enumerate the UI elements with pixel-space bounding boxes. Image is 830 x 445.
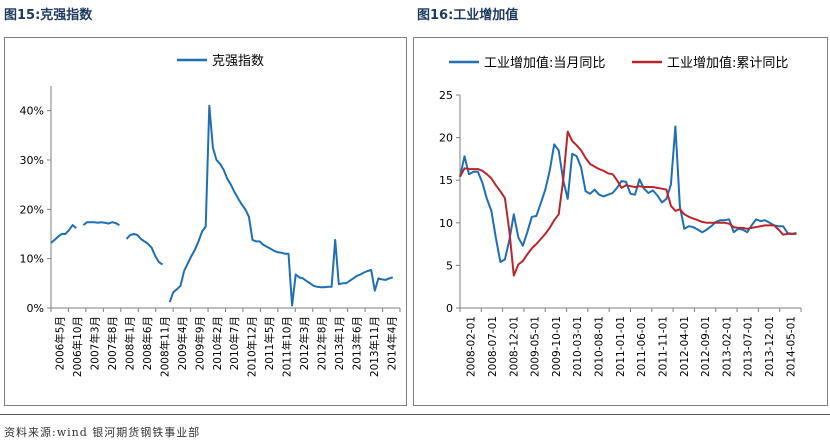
y-tick-label: 10 bbox=[439, 217, 453, 230]
x-tick-label: 2008年6月 bbox=[141, 316, 154, 370]
y-tick-label: 20 bbox=[439, 132, 453, 145]
x-tick-label: 2012年3月 bbox=[298, 316, 311, 370]
x-tick-label: 2014年4月 bbox=[385, 316, 398, 370]
x-tick-label: 2013-07-01 bbox=[743, 316, 755, 377]
keqiang-index-chart: 0% 10% 20% 30% 40% 2006年5月 2006年10月 2007年3月 2007… bbox=[20, 54, 401, 377]
x-tick-label: 2008-07-01 bbox=[487, 316, 499, 377]
y-tick-label: 0 bbox=[446, 302, 453, 315]
y-tick-label: 15 bbox=[439, 174, 453, 187]
x-tick-label: 2011-11-01 bbox=[657, 316, 669, 377]
x-tick-label: 2013年1月 bbox=[333, 316, 346, 370]
x-tick-label: 2010-08-01 bbox=[594, 316, 606, 377]
x-tick-label: 2012年8月 bbox=[315, 316, 328, 370]
y-tick-label: 0% bbox=[27, 302, 44, 315]
y-tick-label: 5 bbox=[446, 259, 453, 272]
x-tick-label: 2013-12-01 bbox=[764, 316, 776, 377]
x-tick-label: 2010年2月 bbox=[211, 316, 224, 370]
series-line-2-2 bbox=[459, 130, 797, 277]
figure-15-title: 图15:克强指数 bbox=[4, 8, 93, 23]
x-tick-label: 2011年10月 bbox=[281, 316, 294, 377]
footer-divider bbox=[0, 414, 830, 415]
plot-area: 0% 10% 20% 30% 40% 2006年5月 2006年10月 2007年3月 2007… bbox=[20, 54, 401, 377]
x-tick-label: 2010年7月 bbox=[228, 316, 241, 370]
x-tick-label: 2012-04-01 bbox=[679, 316, 691, 377]
x-tick-label: 2011-06-01 bbox=[636, 316, 648, 377]
x-tick-label: 2012-09-01 bbox=[700, 316, 712, 377]
figure-16-title: 图16:工业增加值 bbox=[417, 8, 519, 23]
series-line-2-1 bbox=[459, 125, 797, 263]
series-line-1-1 bbox=[82, 221, 120, 226]
plot-area: 0 5 10 15 20 25 2008-02-01 2008-07-01 2008-12-01… bbox=[439, 55, 802, 377]
x-tick-label: 2013年11月 bbox=[368, 316, 381, 377]
series-line-1-1 bbox=[168, 104, 394, 307]
x-tick-label: 2011-01-01 bbox=[615, 316, 627, 377]
x-tick-label: 2008年11月 bbox=[158, 316, 171, 377]
x-tick-label: 2008年1月 bbox=[124, 316, 137, 370]
keqiang-index-chart-panel: 0% 10% 20% 30% 40% 2006年5月 2006年10月 2007年3月 2007… bbox=[4, 37, 407, 406]
industrial-value-added-chart-panel: 0 5 10 15 20 25 2008-02-01 2008-07-01 2008-12-01… bbox=[413, 37, 828, 406]
x-tick-label: 2007年3月 bbox=[89, 316, 102, 370]
industrial-value-added-chart: 0 5 10 15 20 25 2008-02-01 2008-07-01 2008-12-01… bbox=[439, 55, 802, 377]
y-tick-label: 30% bbox=[20, 154, 44, 167]
x-tick-label: 2013-02-01 bbox=[721, 316, 733, 377]
x-tick-label: 2007年8月 bbox=[106, 316, 119, 370]
series-line-1-1 bbox=[125, 233, 164, 266]
legend-label: 工业增加值:当月同比 bbox=[484, 55, 605, 71]
x-tick-label: 2009-10-01 bbox=[551, 316, 563, 377]
x-tick-label: 2008-02-01 bbox=[466, 316, 478, 377]
x-tick-label: 2014-05-01 bbox=[785, 316, 797, 377]
x-tick-label: 2013年6月 bbox=[350, 316, 363, 370]
x-tick-label: 2008-12-01 bbox=[508, 316, 520, 377]
x-tick-label: 2009年9月 bbox=[193, 316, 206, 370]
x-tick-label: 2011年5月 bbox=[263, 316, 276, 370]
y-tick-label: 40% bbox=[20, 105, 44, 118]
y-tick-label: 25 bbox=[439, 89, 453, 102]
y-tick-label: 20% bbox=[20, 203, 44, 216]
x-tick-label: 2006年5月 bbox=[54, 316, 67, 370]
x-tick-label: 2009年4月 bbox=[176, 316, 189, 370]
x-tick-label: 2010年12月 bbox=[246, 316, 259, 377]
x-tick-label: 2010-03-01 bbox=[572, 316, 584, 377]
legend-label: 工业增加值:累计同比 bbox=[667, 55, 788, 71]
legend-label: 克强指数 bbox=[212, 54, 264, 69]
x-tick-label: 2006年10月 bbox=[71, 316, 84, 377]
y-tick-label: 10% bbox=[20, 253, 44, 266]
x-tick-label: 2009-05-01 bbox=[530, 316, 542, 377]
source-note: 资料来源:wind 银河期货钢铁事业部 bbox=[4, 426, 201, 439]
series-line-1-1 bbox=[50, 224, 77, 244]
